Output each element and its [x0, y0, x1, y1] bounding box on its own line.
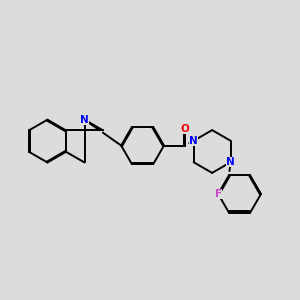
Text: N: N [189, 136, 198, 146]
Text: N: N [80, 115, 89, 125]
Text: F: F [214, 189, 222, 199]
Text: O: O [181, 124, 190, 134]
Text: N: N [226, 157, 235, 167]
